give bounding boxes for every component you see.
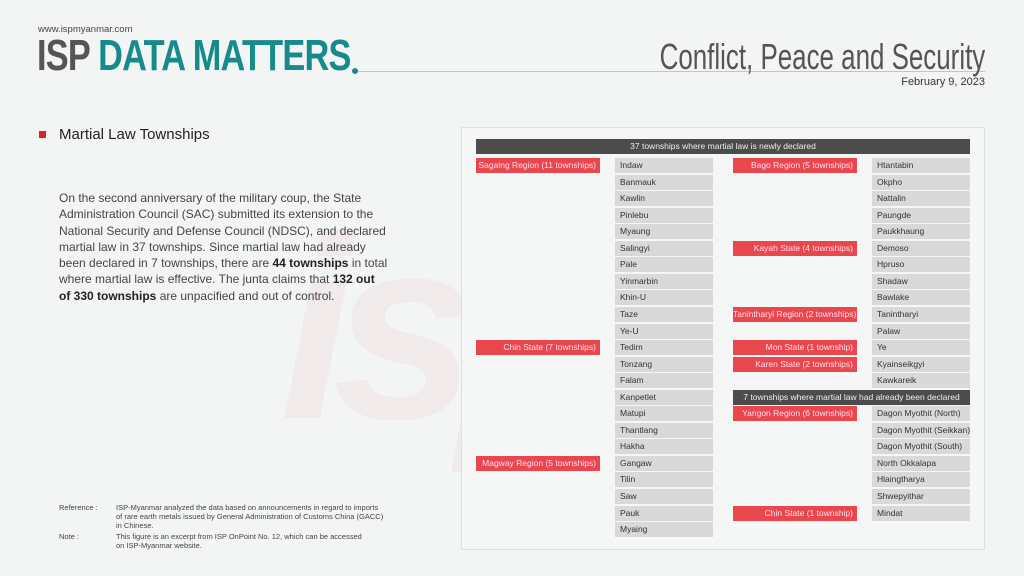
region-label: Chin State (1 township) bbox=[733, 505, 857, 521]
region-label: Bago Region (5 townships) bbox=[733, 158, 857, 173]
region-label: Mon State (1 township) bbox=[733, 340, 857, 356]
region-label: Kayah State (4 townships) bbox=[733, 240, 857, 256]
township-cell: Paungde bbox=[872, 207, 970, 223]
township-cell: Tedim bbox=[615, 340, 713, 356]
township-cell: Htantabin bbox=[872, 158, 970, 173]
township-cell: Ye-U bbox=[615, 323, 713, 339]
date: February 9, 2023 bbox=[901, 76, 985, 88]
note-label: Note : bbox=[59, 532, 80, 541]
header-divider bbox=[358, 70, 985, 72]
township-cell: Hakha bbox=[615, 439, 713, 455]
township-cell: Kawkareik bbox=[872, 373, 970, 389]
township-cell: Bawlake bbox=[872, 290, 970, 306]
township-cell: Tonzang bbox=[615, 356, 713, 372]
township-cell: Dagon Myothit (North) bbox=[872, 406, 970, 422]
header-dot bbox=[352, 68, 358, 74]
township-cell: Pinlebu bbox=[615, 207, 713, 223]
township-cell: Gangaw bbox=[615, 455, 713, 471]
township-cell: Shwepyithar bbox=[872, 489, 970, 504]
region-label: Magway Region (5 townships) bbox=[476, 455, 600, 471]
township-cell: Banmauk bbox=[615, 174, 713, 190]
new-declared-header: 37 townships where martial law is newly … bbox=[476, 139, 970, 154]
region-label: Karen State (2 townships) bbox=[733, 356, 857, 372]
township-cell: Dagon Myothit (South) bbox=[872, 439, 970, 455]
township-cell: Falam bbox=[615, 373, 713, 389]
township-cell: Salingyi bbox=[615, 240, 713, 256]
township-cell: Paukkhaung bbox=[872, 224, 970, 240]
township-cell: Mindat bbox=[872, 505, 970, 521]
township-cell: Pauk bbox=[615, 505, 713, 521]
township-cell: Indaw bbox=[615, 158, 713, 173]
township-cell: Khin-U bbox=[615, 290, 713, 306]
reference-label: Reference : bbox=[59, 503, 98, 512]
township-cell: Shadaw bbox=[872, 273, 970, 289]
description: On the second anniversary of the militar… bbox=[59, 191, 388, 303]
township-cell: Yinmarbin bbox=[615, 273, 713, 289]
township-cell: Nattalin bbox=[872, 191, 970, 207]
township-cell: Dagon Myothit (Seikkan) bbox=[872, 422, 970, 438]
township-cell: Okpho bbox=[872, 174, 970, 190]
township-cell: Hpruso bbox=[872, 257, 970, 273]
region-label: Sagaing Region (11 townships) bbox=[476, 158, 600, 173]
section-title: Conflict, Peace and Security bbox=[659, 36, 985, 77]
township-cell: Myaing bbox=[615, 522, 713, 538]
township-cell: Hlaingtharya bbox=[872, 472, 970, 488]
township-cell: Palaw bbox=[872, 323, 970, 339]
township-cell: Tilin bbox=[615, 472, 713, 488]
township-cell: Myaung bbox=[615, 224, 713, 240]
township-cell: Saw bbox=[615, 489, 713, 504]
township-cell: Ye bbox=[872, 340, 970, 356]
township-cell: North Okkalapa bbox=[872, 455, 970, 471]
logo: ISP DATA MATTERS bbox=[37, 31, 351, 80]
township-cell: Matupi bbox=[615, 406, 713, 422]
township-cell: Tanintharyi bbox=[872, 306, 970, 322]
region-label: Tanintharyi Region (2 townships) bbox=[733, 306, 857, 322]
township-cell: Kawlin bbox=[615, 191, 713, 207]
township-cell: Taze bbox=[615, 306, 713, 322]
township-cell: Demoso bbox=[872, 240, 970, 256]
already-declared-header: 7 townships where martial law had alread… bbox=[733, 389, 970, 405]
website-url: www.ispmyanmar.com bbox=[38, 24, 133, 35]
region-label: Chin State (7 townships) bbox=[476, 340, 600, 356]
township-cell: Kyainseikgyi bbox=[872, 356, 970, 372]
township-cell: Thantlang bbox=[615, 422, 713, 438]
township-cell: Pale bbox=[615, 257, 713, 273]
region-label: Yangon Region (6 townships) bbox=[733, 406, 857, 422]
page-title: Martial Law Townships bbox=[59, 126, 210, 143]
reference-text: ISP-Myanmar analyzed the data based on a… bbox=[116, 503, 384, 530]
township-cell: Kanpetlet bbox=[615, 389, 713, 405]
note-text: This figure is an excerpt from ISP OnPoi… bbox=[116, 532, 362, 550]
bullet-icon bbox=[39, 131, 46, 138]
